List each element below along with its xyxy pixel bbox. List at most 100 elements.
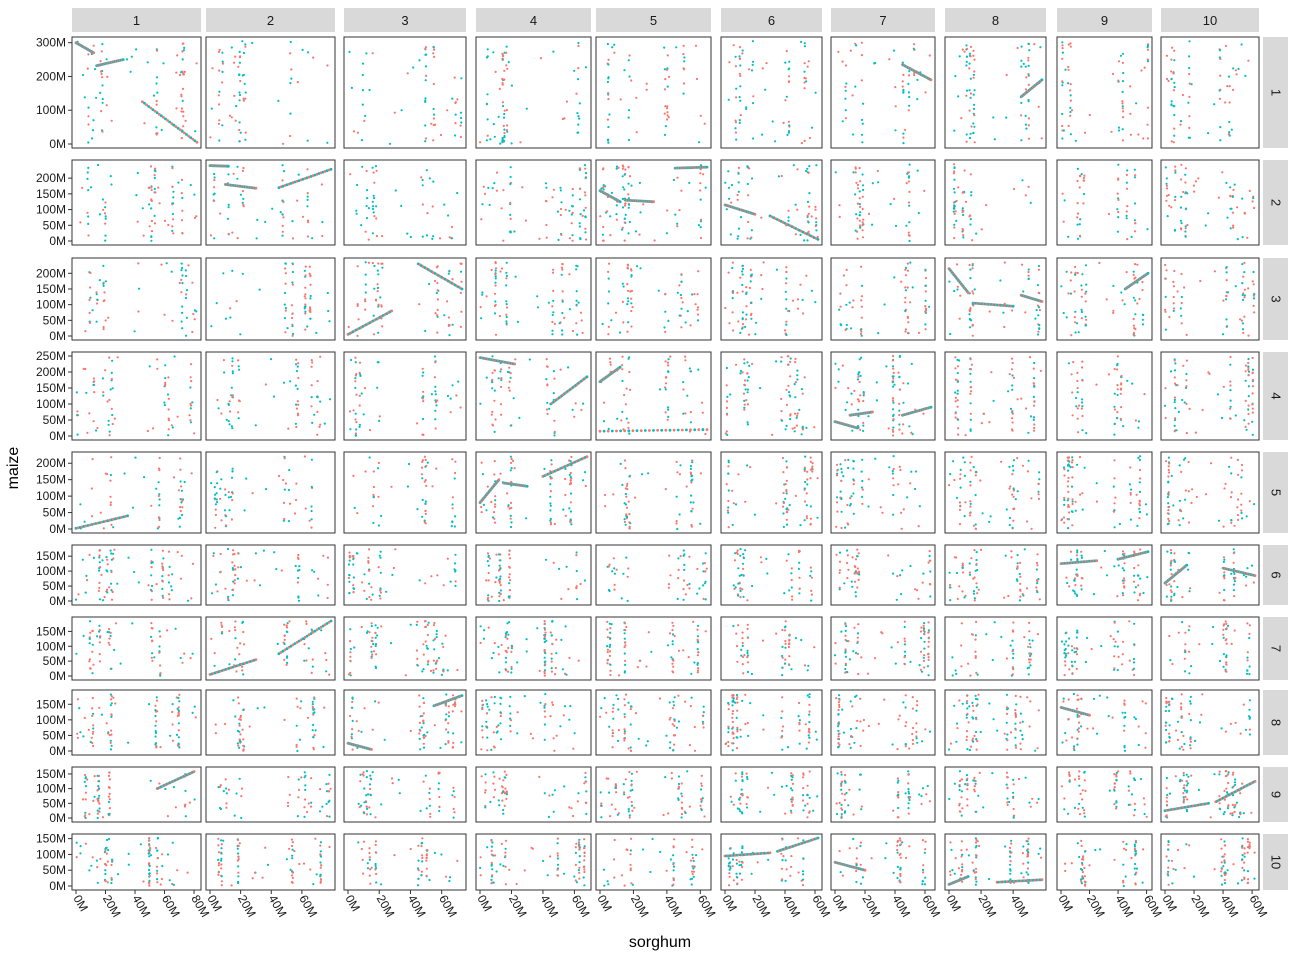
- data-point: [731, 261, 734, 264]
- data-point: [969, 484, 972, 487]
- data-point: [553, 430, 556, 433]
- data-point: [861, 224, 864, 227]
- data-point: [577, 123, 580, 126]
- data-point: [163, 219, 166, 222]
- data-point: [233, 582, 236, 585]
- data-point: [377, 524, 380, 527]
- data-point: [493, 292, 497, 295]
- data-point: [425, 169, 428, 172]
- data-point: [297, 362, 300, 365]
- data-point: [355, 209, 358, 212]
- data-point: [581, 214, 584, 217]
- data-point: [349, 428, 352, 431]
- data-point: [1188, 136, 1191, 139]
- data-point: [794, 396, 797, 399]
- facet-strip-label: 1: [1269, 89, 1284, 96]
- data-point: [1165, 184, 1168, 187]
- data-point: [434, 123, 437, 126]
- data-point: [628, 475, 631, 478]
- data-point: [96, 298, 99, 301]
- data-point: [858, 190, 861, 193]
- data-point: [86, 579, 89, 582]
- data-point: [1012, 519, 1015, 522]
- data-point: [146, 61, 149, 64]
- data-point: [852, 171, 855, 174]
- data-point: [449, 411, 452, 414]
- data-point: [509, 217, 512, 220]
- data-point: [423, 521, 426, 524]
- data-point: [521, 186, 524, 189]
- data-point: [564, 208, 567, 211]
- data-point: [1180, 228, 1183, 231]
- data-point: [902, 508, 905, 511]
- data-point: [968, 52, 972, 55]
- data-point: [742, 557, 746, 560]
- data-point: [109, 175, 112, 178]
- data-point: [1241, 263, 1244, 266]
- data-point: [738, 119, 741, 122]
- data-point: [871, 182, 874, 185]
- data-point: [664, 78, 667, 81]
- data-point: [739, 369, 743, 373]
- data-point: [424, 458, 427, 461]
- data-point: [664, 411, 667, 414]
- data-point: [955, 571, 959, 575]
- data-point: [891, 359, 895, 362]
- data-point: [1133, 202, 1137, 205]
- data-point: [973, 141, 976, 144]
- data-point: [381, 266, 384, 269]
- data-point: [505, 261, 508, 264]
- data-point: [219, 487, 222, 490]
- data-point: [726, 413, 729, 416]
- data-point: [431, 485, 434, 488]
- data-point: [1037, 497, 1041, 500]
- data-point: [958, 508, 962, 511]
- panel-border: [71, 257, 202, 341]
- data-point: [86, 211, 89, 214]
- data-point: [577, 659, 580, 662]
- data-point: [427, 660, 430, 664]
- data-point: [459, 270, 463, 273]
- data-point: [1137, 584, 1140, 587]
- data-point: [245, 579, 248, 582]
- data-point: [306, 205, 309, 208]
- data-point: [575, 299, 578, 302]
- data-point: [421, 184, 424, 187]
- data-point: [482, 185, 485, 188]
- data-point: [400, 109, 403, 112]
- data-point: [1070, 558, 1073, 561]
- data-point: [964, 594, 967, 597]
- data-point: [150, 598, 153, 601]
- data-point: [624, 213, 627, 216]
- data-point: [1167, 517, 1170, 521]
- data-point: [892, 371, 895, 374]
- data-point: [311, 361, 314, 364]
- data-point: [310, 509, 313, 513]
- data-point: [89, 271, 92, 274]
- data-point: [861, 207, 864, 211]
- data-point: [1146, 137, 1149, 140]
- data-point: [664, 360, 667, 363]
- data-point: [85, 391, 88, 394]
- data-point: [1029, 201, 1032, 204]
- data-point: [551, 333, 554, 336]
- data-point: [860, 295, 864, 298]
- data-point: [286, 655, 289, 658]
- data-point: [253, 579, 256, 582]
- data-point: [685, 485, 688, 488]
- data-point: [406, 72, 409, 75]
- data-point: [172, 232, 175, 235]
- data-point: [1061, 44, 1064, 47]
- data-point: [497, 645, 500, 649]
- data-point: [311, 665, 314, 668]
- data-point: [349, 647, 352, 651]
- data-point: [1233, 183, 1236, 186]
- data-point: [859, 224, 862, 227]
- data-point: [924, 323, 927, 326]
- data-point: [904, 330, 907, 333]
- data-point: [498, 87, 501, 90]
- data-point: [84, 330, 87, 333]
- data-point: [130, 55, 133, 58]
- data-point: [750, 229, 754, 232]
- data-point: [1074, 310, 1077, 313]
